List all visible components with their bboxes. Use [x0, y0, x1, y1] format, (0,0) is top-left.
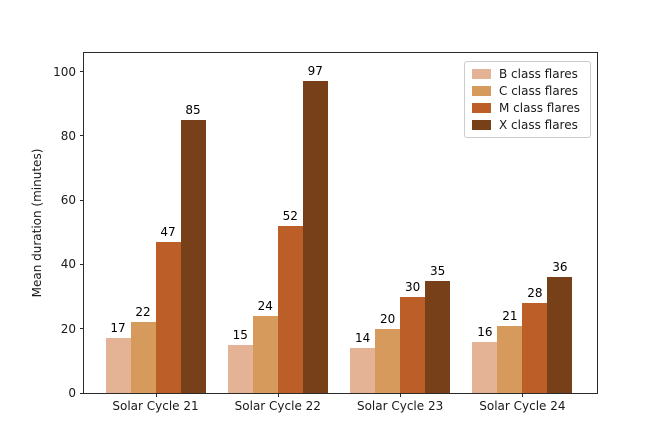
- bar-b-cycle-21: [105, 338, 131, 393]
- legend-item: C class flares: [472, 85, 580, 97]
- bar-value-label: 17: [110, 321, 126, 336]
- bar-x-cycle-23: [425, 280, 451, 393]
- x-tick-label: Solar Cycle 21: [112, 399, 199, 413]
- y-tick-mark: [80, 328, 84, 330]
- x-tick-mark: [277, 393, 279, 397]
- bar-value-label: 28: [527, 286, 543, 301]
- legend-item: B class flares: [472, 68, 580, 80]
- bar-value-label: 47: [160, 224, 176, 239]
- legend: B class flares C class flares M class flar…: [464, 61, 591, 138]
- y-tick-mark: [80, 199, 84, 201]
- y-tick-label: 100: [53, 64, 76, 79]
- legend-swatch-icon: [472, 69, 491, 79]
- x-tick-label: Solar Cycle 24: [479, 399, 566, 413]
- bar-c-cycle-22: [252, 315, 278, 393]
- bar-value-label: 15: [232, 327, 248, 342]
- legend-swatch-icon: [472, 103, 491, 113]
- y-tick-mark: [80, 263, 84, 265]
- y-tick-label: 40: [60, 257, 76, 272]
- x-tick-mark: [155, 393, 157, 397]
- bar-x-cycle-24: [547, 277, 573, 393]
- bar-value-label: 30: [404, 279, 421, 294]
- legend-label: M class flares: [499, 101, 580, 115]
- legend-item: X class flares: [472, 119, 580, 131]
- bar-b-cycle-23: [350, 348, 376, 393]
- x-tick-label: Solar Cycle 22: [234, 399, 321, 413]
- bar-value-label: 52: [282, 208, 298, 223]
- legend-label: B class flares: [499, 67, 578, 81]
- y-tick-label: 60: [60, 193, 76, 208]
- bar-c-cycle-24: [497, 325, 523, 393]
- bar-b-cycle-22: [227, 344, 253, 393]
- y-tick-mark: [80, 71, 84, 73]
- bar-b-cycle-24: [472, 341, 498, 393]
- x-tick-mark: [400, 393, 402, 397]
- plot-area: 0 20 40 60 80 100 Solar Cycle 21 Solar Cycle 2…: [53, 52, 598, 413]
- y-tick-mark: [80, 135, 84, 137]
- bar-value-label: 85: [185, 102, 201, 117]
- bar-value-label: 36: [552, 260, 568, 275]
- bar-value-label: 24: [257, 298, 273, 313]
- y-tick-label: 80: [60, 128, 76, 143]
- y-tick-label: 20: [60, 321, 76, 336]
- bar-value-label: 97: [307, 64, 323, 79]
- legend-label: X class flares: [499, 118, 578, 132]
- bar-value-label: 21: [502, 308, 518, 323]
- bar-m-cycle-23: [400, 296, 426, 393]
- x-tick-mark: [522, 393, 524, 397]
- bar-m-cycle-24: [522, 303, 548, 393]
- y-tick-label: 0: [68, 386, 76, 400]
- x-tick-label: Solar Cycle 23: [356, 399, 444, 413]
- legend-swatch-icon: [472, 120, 491, 130]
- bar-x-cycle-22: [302, 81, 328, 393]
- bar-value-label: 22: [135, 305, 151, 320]
- bar-value-label: 20: [379, 311, 396, 326]
- bar-c-cycle-21: [130, 322, 156, 393]
- bar-value-label: 14: [354, 331, 371, 346]
- bar-m-cycle-21: [155, 241, 181, 393]
- bar-value-label: 35: [429, 263, 446, 278]
- bar-m-cycle-22: [277, 225, 303, 393]
- y-tick-mark: [80, 392, 84, 394]
- bar-x-cycle-21: [180, 119, 206, 393]
- legend-label: C class flares: [499, 84, 579, 98]
- bar-c-cycle-23: [375, 328, 401, 393]
- bar-value-label: 16: [477, 324, 493, 339]
- legend-item: M class flares: [472, 102, 580, 114]
- legend-swatch-icon: [472, 86, 491, 96]
- y-axis-label: Mean duration (minutes): [30, 148, 44, 298]
